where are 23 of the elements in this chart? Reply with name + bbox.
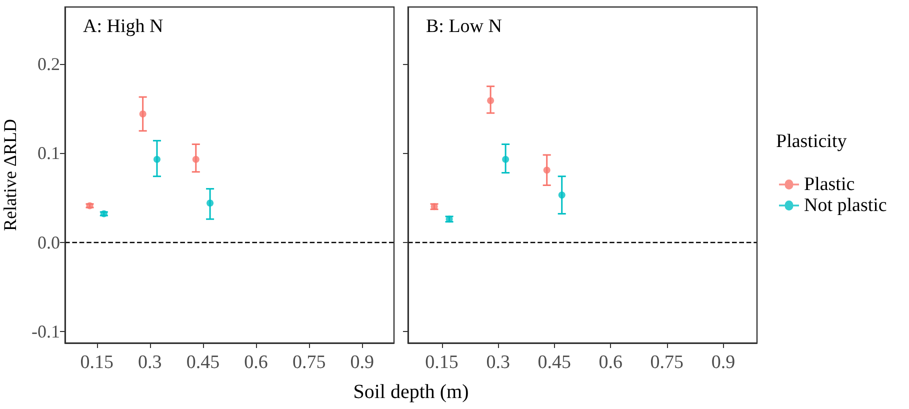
y-tick-label: 0.0 [38,232,60,252]
y-tick-label: 0.1 [38,143,60,164]
y-tick-label: -0.1 [32,321,60,342]
x-tick-label: 0.45 [186,352,220,373]
x-tick-label: 0.15 [425,352,458,373]
legend-label: Plastic [804,174,855,195]
x-tick-label: 0.3 [486,352,510,373]
x-tick-label: 0.15 [80,352,114,373]
legend-label: Not plastic [804,195,887,216]
x-tick-label: 0.6 [598,352,623,373]
chart-title: A: High N [83,16,164,37]
x-axis-title: Soil depth (m) [352,380,470,404]
legend-title: Plasticity [776,131,848,152]
x-tick-label: 0.45 [538,352,571,373]
y-tick-label: 0.2 [38,54,60,74]
y-axis-title: Relative ΔRLD [0,118,20,232]
x-tick-label: 0.9 [350,352,374,373]
x-tick-label: 0.3 [138,352,162,373]
chart-title: B: Low N [426,16,502,37]
x-tick-label: 0.6 [244,352,268,373]
x-tick-label: 0.75 [650,352,684,373]
x-tick-label: 0.9 [711,352,736,373]
x-tick-label: 0.75 [292,352,326,373]
